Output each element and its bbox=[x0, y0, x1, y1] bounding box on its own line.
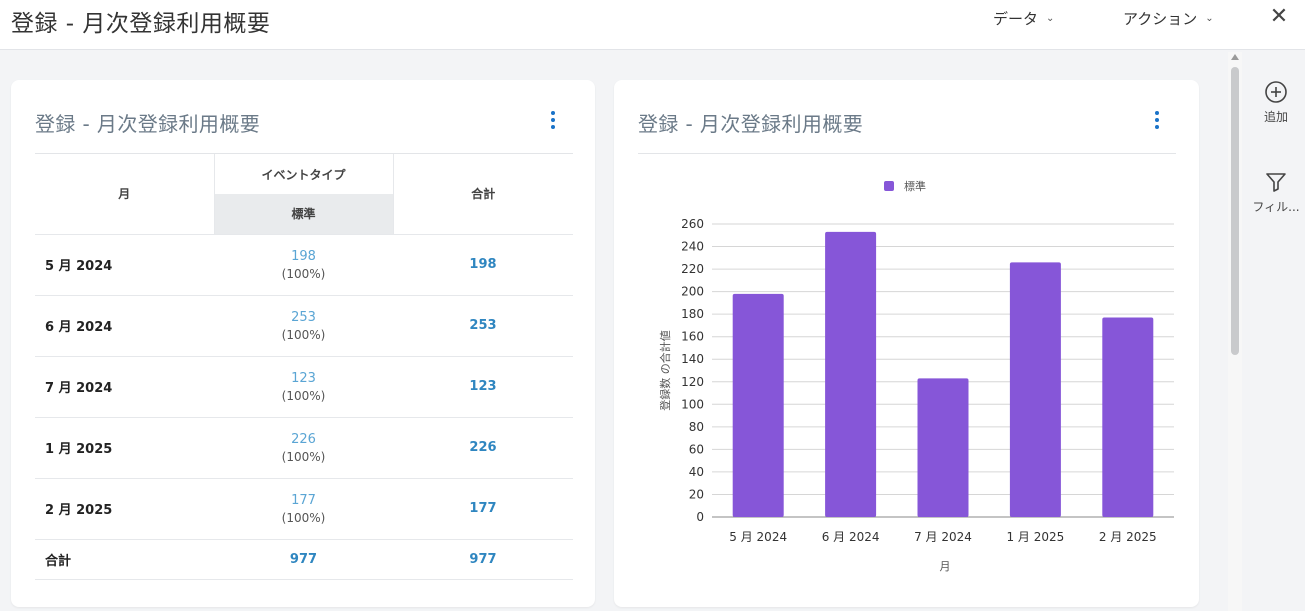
bar[interactable] bbox=[1009, 262, 1061, 517]
value[interactable]: 123 bbox=[291, 370, 316, 386]
data-menu[interactable]: データ ⌄ bbox=[993, 8, 1054, 29]
data-menu-label: データ bbox=[993, 10, 1039, 28]
total-row-label: 合計 bbox=[35, 538, 214, 580]
y-tick-label: 0 bbox=[696, 510, 704, 524]
row-total[interactable]: 123 bbox=[393, 356, 573, 418]
divider bbox=[638, 153, 1176, 154]
legend-label: 標準 bbox=[904, 179, 926, 193]
column-header-standard: 標準 bbox=[214, 194, 394, 235]
x-tick-label: 1 月 2025 bbox=[1006, 530, 1064, 544]
x-tick-label: 5 月 2024 bbox=[729, 530, 787, 544]
action-menu[interactable]: アクション ⌄ bbox=[1123, 8, 1214, 29]
percent: (100%) bbox=[281, 388, 326, 403]
column-header-total: 合計 bbox=[393, 154, 573, 235]
page-title: 登録 - 月次登録利用概要 bbox=[11, 11, 271, 37]
column-header-month: 月 bbox=[35, 154, 215, 235]
row-month: 5 月 2024 bbox=[35, 234, 214, 296]
value-cell: 226 (100%) bbox=[214, 417, 393, 479]
percent: (100%) bbox=[281, 510, 326, 525]
scrollbar[interactable] bbox=[1228, 52, 1242, 611]
row-total[interactable]: 226 bbox=[393, 417, 573, 479]
column-header-event-type: イベントタイプ bbox=[214, 154, 394, 194]
filter-icon bbox=[1266, 173, 1286, 192]
table-row: 5 月 2024 198 (100%) 198 bbox=[35, 234, 573, 296]
scroll-up-arrow-icon[interactable] bbox=[1231, 54, 1239, 60]
add-circle-icon bbox=[1265, 81, 1287, 103]
row-month: 7 月 2024 bbox=[35, 356, 214, 418]
table-row: 2 月 2025 177 (100%) 177 bbox=[35, 478, 573, 540]
more-options-icon[interactable] bbox=[545, 108, 561, 132]
value[interactable]: 198 bbox=[291, 248, 316, 264]
row-month: 1 月 2025 bbox=[35, 417, 214, 479]
x-tick-label: 2 月 2025 bbox=[1099, 530, 1157, 544]
x-tick-label: 6 月 2024 bbox=[822, 530, 880, 544]
total-row: 合計 977 977 bbox=[35, 538, 573, 580]
value[interactable]: 177 bbox=[291, 492, 316, 508]
add-button[interactable]: 追加 bbox=[1246, 80, 1305, 125]
divider bbox=[35, 153, 573, 154]
y-tick-label: 80 bbox=[689, 420, 704, 434]
filter-label: フィル... bbox=[1252, 200, 1300, 214]
x-axis-title: 月 bbox=[940, 560, 951, 573]
table-row: 7 月 2024 123 (100%) 123 bbox=[35, 356, 573, 418]
y-tick-label: 40 bbox=[689, 465, 704, 479]
row-month: 2 月 2025 bbox=[35, 478, 214, 540]
legend-swatch bbox=[884, 181, 894, 191]
y-axis-title: 登録数 の合計値 bbox=[658, 330, 672, 411]
y-tick-label: 260 bbox=[681, 217, 704, 231]
y-tick-label: 100 bbox=[681, 397, 704, 411]
chevron-down-icon: ⌄ bbox=[1205, 13, 1214, 24]
chart-card: 登録 - 月次登録利用概要 標準 0 20 40 60 80 100 120 140 160 180… bbox=[614, 80, 1199, 607]
y-tick-label: 120 bbox=[681, 375, 704, 389]
top-bar: 登録 - 月次登録利用概要 データ ⌄ アクション ⌄ ✕ bbox=[0, 0, 1305, 50]
y-tick-label: 220 bbox=[681, 262, 704, 276]
scrollbar-thumb[interactable] bbox=[1231, 67, 1239, 355]
close-icon[interactable]: ✕ bbox=[1269, 4, 1289, 29]
y-tick-label: 140 bbox=[681, 352, 704, 366]
row-total[interactable]: 253 bbox=[393, 295, 573, 357]
y-tick-label: 240 bbox=[681, 240, 704, 254]
bar[interactable] bbox=[732, 293, 784, 517]
value-cell: 253 (100%) bbox=[214, 295, 393, 357]
y-tick-label: 20 bbox=[689, 487, 704, 501]
filter-button[interactable]: フィル... bbox=[1246, 170, 1305, 215]
row-total[interactable]: 177 bbox=[393, 478, 573, 540]
add-label: 追加 bbox=[1263, 110, 1288, 124]
value[interactable]: 226 bbox=[291, 431, 316, 447]
more-options-icon[interactable] bbox=[1149, 108, 1165, 132]
row-total[interactable]: 198 bbox=[393, 234, 573, 296]
grand-total[interactable]: 977 bbox=[393, 538, 573, 580]
x-tick-label: 7 月 2024 bbox=[914, 530, 972, 544]
value-cell: 177 (100%) bbox=[214, 478, 393, 540]
y-tick-label: 200 bbox=[681, 285, 704, 299]
table-card: 登録 - 月次登録利用概要 月 イベントタイプ 合計 標準 5 月 2024 1… bbox=[11, 80, 595, 607]
table-row: 1 月 2025 226 (100%) 226 bbox=[35, 417, 573, 479]
percent: (100%) bbox=[281, 449, 326, 464]
y-tick-label: 180 bbox=[681, 307, 704, 321]
table-card-title: 登録 - 月次登録利用概要 bbox=[35, 112, 261, 136]
bar[interactable] bbox=[825, 231, 877, 517]
action-menu-label: アクション bbox=[1123, 10, 1198, 28]
bar-chart: 標準 0 20 40 60 80 100 120 140 160 180 200 220 240 260 5 … bbox=[658, 179, 1174, 573]
chart-card-title: 登録 - 月次登録利用概要 bbox=[638, 112, 864, 136]
bar[interactable] bbox=[917, 378, 969, 517]
table-row: 6 月 2024 253 (100%) 253 bbox=[35, 295, 573, 357]
chevron-down-icon: ⌄ bbox=[1046, 13, 1055, 24]
percent: (100%) bbox=[281, 266, 326, 281]
value-cell: 198 (100%) bbox=[214, 234, 393, 296]
pivot-table: 月 イベントタイプ 合計 標準 5 月 2024 198 (100%) 198 6… bbox=[35, 154, 573, 580]
bar[interactable] bbox=[1102, 317, 1154, 517]
percent: (100%) bbox=[281, 327, 326, 342]
value[interactable]: 253 bbox=[291, 309, 316, 325]
value-cell: 123 (100%) bbox=[214, 356, 393, 418]
total-row-value[interactable]: 977 bbox=[214, 538, 393, 580]
row-month: 6 月 2024 bbox=[35, 295, 214, 357]
y-tick-label: 160 bbox=[681, 330, 704, 344]
y-tick-label: 60 bbox=[689, 442, 704, 456]
